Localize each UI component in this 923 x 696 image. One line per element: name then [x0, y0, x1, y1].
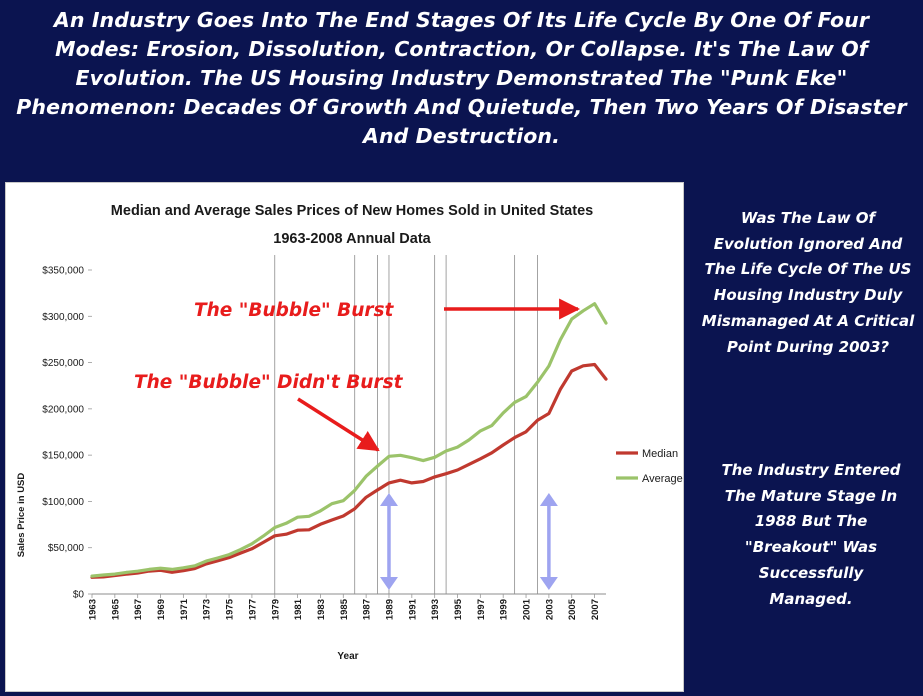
double-arrow-head-up — [379, 493, 398, 506]
x-tick-label: 1989 — [384, 599, 395, 620]
x-tick-label: 1975 — [225, 598, 236, 620]
y-tick-label: $150,000 — [42, 451, 84, 462]
double-arrow-head-up — [539, 493, 558, 506]
x-tick-label: 1979 — [270, 599, 281, 620]
x-tick-label: 1995 — [453, 598, 464, 620]
x-tick-label: 1963 — [88, 599, 99, 620]
y-tick-label: $100,000 — [42, 497, 84, 508]
gridlines — [274, 255, 538, 594]
x-tick-label: 1965 — [110, 598, 121, 620]
double-arrow-head-down — [379, 577, 398, 590]
x-tick-label: 1969 — [156, 599, 167, 620]
y-tick-label: $200,000 — [42, 404, 84, 415]
x-tick-label: 1985 — [339, 598, 350, 620]
x-tick-label: 2007 — [590, 599, 601, 620]
legend-label-median: Median — [642, 448, 678, 460]
x-tick-label: 1991 — [407, 598, 418, 620]
line-chart: Median and Average Sales Prices of New H… — [16, 203, 683, 662]
chart-title: Median and Average Sales Prices of New H… — [111, 203, 593, 219]
series-line-median — [90, 362, 608, 579]
x-tick-label: 2001 — [522, 598, 533, 620]
chart-subtitle: 1963-2008 Annual Data — [273, 231, 431, 247]
arrow-bubble-didnt-burst — [297, 397, 380, 452]
annotation-bubble-burst: The "Bubble" Burst — [194, 300, 395, 321]
y-tick-label: $50,000 — [48, 543, 85, 554]
annotation-bubble-didnt-burst: The "Bubble" Didn't Burst — [134, 372, 404, 393]
y-tick-label: $350,000 — [42, 266, 84, 277]
x-tick-label: 2003 — [544, 599, 555, 620]
x-tick-label: 1997 — [476, 599, 487, 620]
x-tick-label: 1967 — [133, 599, 144, 620]
double-arrow-head-down — [539, 577, 558, 590]
x-tick-label: 1973 — [202, 599, 213, 620]
x-tick-label: 1981 — [293, 598, 304, 620]
x-tick-label: 2005 — [567, 598, 578, 620]
y-tick-label: $0 — [73, 590, 85, 601]
headline: An Industry Goes Into The End Stages Of … — [16, 8, 907, 148]
chart-panel: Median and Average Sales Prices of New H… — [5, 182, 684, 692]
x-tick-label: 1993 — [430, 599, 441, 620]
series-line-average — [90, 302, 608, 578]
y-tick-label: $250,000 — [42, 358, 84, 369]
legend: Median Average — [616, 448, 683, 485]
side-question: Was The Law Of Evolution Ignored And The… — [701, 209, 915, 356]
y-tick-label: $300,000 — [42, 312, 84, 323]
legend-label-average: Average — [642, 473, 683, 485]
x-tick-label: 1999 — [499, 599, 510, 620]
axes: $0 $50,000 $100,000 $150,000 $200,000 $250,00… — [42, 266, 606, 620]
annotation-arrows — [297, 298, 581, 590]
x-tick-label: 1987 — [362, 599, 373, 620]
series-lines — [90, 302, 608, 579]
y-axis-label: Sales Price in USD — [16, 473, 27, 558]
x-tick-label: 1971 — [179, 598, 190, 620]
x-tick-label: 1977 — [247, 599, 258, 620]
x-axis-label: Year — [337, 651, 358, 662]
side-answer: The Industry Entered The Mature Stage In… — [721, 461, 901, 608]
x-tick-label: 1983 — [316, 599, 327, 620]
